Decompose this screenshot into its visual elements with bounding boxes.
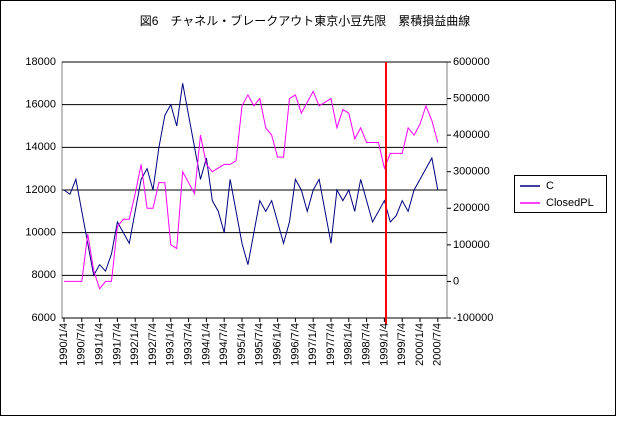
- x-tick-label: 2000/1/4: [414, 323, 426, 366]
- y2-tick-label: 0: [453, 275, 459, 287]
- y-tick-label: 10000: [25, 227, 56, 239]
- x-tick-label: 1993/1/4: [165, 323, 177, 366]
- x-tick-label: 1997/1/4: [307, 323, 319, 366]
- x-tick-label: 1995/1/4: [236, 323, 248, 366]
- x-tick-label: 1994/7/4: [218, 323, 230, 366]
- y-tick-label: 12000: [25, 184, 56, 196]
- y-tick-label: 18000: [25, 56, 56, 68]
- legend-label: ClosedPL: [546, 197, 594, 209]
- x-tick-label: 1994/1/4: [200, 323, 212, 366]
- x-tick-label: 1990/7/4: [76, 323, 88, 366]
- x-tick-label: 1990/1/4: [58, 323, 70, 366]
- y-tick-label: 14000: [25, 141, 56, 153]
- legend: [514, 175, 607, 213]
- x-tick-label: 1999/7/4: [396, 323, 408, 366]
- x-tick-label: 1991/1/4: [94, 323, 106, 366]
- series-line: [64, 90, 439, 290]
- series-line: [63, 83, 439, 277]
- x-tick-label: 1992/7/4: [147, 323, 159, 366]
- y-tick-label: 8000: [32, 269, 56, 281]
- x-tick-label: 1991/7/4: [111, 323, 123, 366]
- y-tick-label: 6000: [32, 312, 56, 324]
- y2-tick-label: 500000: [453, 92, 490, 104]
- y2-tick-label: 600000: [453, 56, 490, 68]
- x-tick-label: 1999/1/4: [378, 323, 390, 366]
- y2-tick-label: 100000: [453, 239, 490, 251]
- legend-label: C: [546, 180, 554, 192]
- x-tick-label: 1997/7/4: [325, 323, 337, 366]
- x-tick-label: 1998/7/4: [361, 323, 373, 366]
- y2-tick-label: -100000: [453, 312, 493, 324]
- y2-tick-label: 200000: [453, 202, 490, 214]
- y-tick-label: 16000: [25, 99, 56, 111]
- x-tick-label: 1996/1/4: [272, 323, 284, 366]
- chart-title: 図6 チャネル・ブレークアウト東京小豆先限 累積損益曲線: [140, 13, 471, 28]
- y2-tick-label: 300000: [453, 166, 490, 178]
- x-tick-label: 1992/1/4: [129, 323, 141, 366]
- x-tick-label: 1998/1/4: [343, 323, 355, 366]
- x-tick-label: 1993/7/4: [183, 323, 195, 366]
- y2-tick-label: 400000: [453, 129, 490, 141]
- x-tick-label: 1995/7/4: [254, 323, 266, 366]
- x-tick-label: 1996/7/4: [289, 323, 301, 366]
- x-tick-label: 2000/7/4: [432, 323, 444, 366]
